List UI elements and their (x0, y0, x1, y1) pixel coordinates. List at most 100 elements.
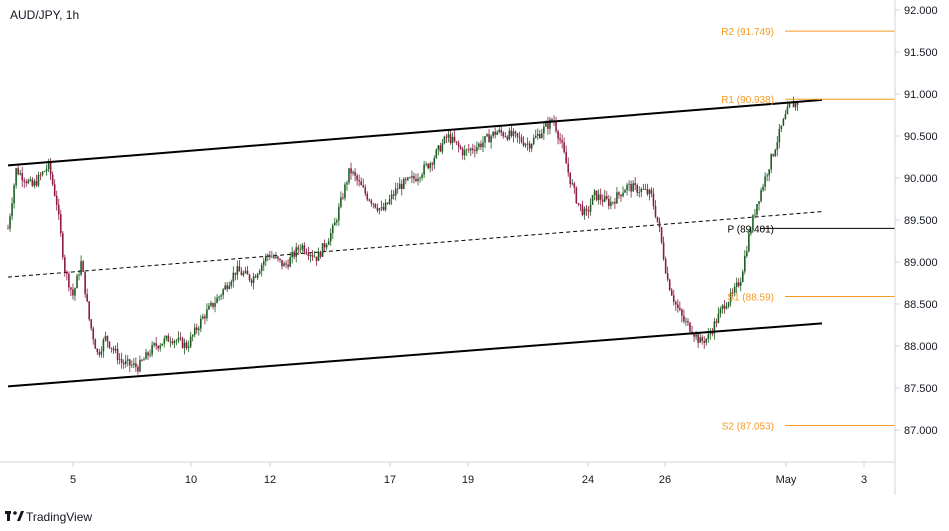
plot-area[interactable]: R2 (91.749) R1 (90.938) P (89.401) S1 (88.5… (7, 27, 895, 433)
channel-upper-line[interactable] (7, 98, 823, 167)
candle-body (628, 183, 630, 185)
candle-body (167, 335, 170, 342)
candle-body (70, 287, 72, 290)
candle-body (139, 359, 141, 372)
candle-body (776, 142, 779, 150)
y-axis[interactable]: 87.000 87.500 88.000 88.500 89.000 89.500 90.0… (895, 5, 938, 437)
x-axis[interactable]: 5 10 12 17 19 24 26 May 3 (70, 462, 867, 486)
candle-body (474, 150, 476, 152)
candle-body (78, 274, 80, 276)
candle-body (321, 243, 324, 257)
candle-body (754, 214, 756, 216)
candle-body (169, 341, 172, 343)
candle-body (616, 192, 618, 204)
candle-body (689, 322, 691, 332)
candle-body (725, 306, 728, 309)
candle-body (260, 264, 263, 272)
candle-body (472, 148, 474, 151)
candle-body (68, 273, 70, 288)
y-tick-label: 92.000 (904, 5, 938, 17)
candle-body (202, 316, 204, 319)
candle-body (486, 134, 488, 137)
candle-body (269, 254, 271, 258)
candle-body (163, 338, 166, 344)
candle-body (547, 123, 549, 129)
candle-body (752, 215, 754, 231)
candle-body (516, 133, 519, 137)
candle-body (685, 321, 687, 322)
candle-body (295, 247, 298, 257)
candle-body (31, 179, 34, 186)
candle-body (57, 204, 60, 215)
tradingview-logo[interactable]: TradingView (5, 510, 92, 524)
candle-body (210, 302, 212, 306)
tradingview-logo-text: TradingView (26, 510, 92, 524)
candle-body (608, 198, 610, 206)
candle-body (15, 168, 17, 186)
candle-body (490, 136, 492, 143)
candle-body (498, 129, 501, 133)
candle-body (652, 193, 655, 207)
candle-body (248, 274, 251, 280)
candle-body (340, 197, 342, 207)
candle-body (114, 348, 117, 351)
candle-body (293, 251, 295, 257)
candle-body (299, 249, 302, 251)
candle-body (72, 289, 74, 296)
candle-body (390, 194, 393, 200)
candle-body (543, 126, 545, 134)
candle-body (327, 241, 330, 245)
candle-body (413, 176, 415, 179)
candle-body (287, 264, 289, 267)
x-tick-label: 17 (384, 474, 396, 486)
candle-body (461, 148, 464, 156)
candle-body (583, 208, 586, 215)
candle-body (500, 129, 503, 133)
x-tick-label: 5 (70, 474, 76, 486)
candle-body (45, 169, 48, 172)
candle-body (715, 321, 718, 323)
candle-body (356, 175, 358, 181)
candle-body (447, 134, 450, 138)
candle-body (746, 251, 748, 256)
candle-body (9, 216, 11, 229)
candle-body (764, 176, 766, 187)
candle-body (102, 339, 105, 352)
candle-body (275, 256, 277, 258)
candle-body (100, 351, 103, 355)
candle-body (376, 207, 379, 211)
candle-body (624, 190, 626, 193)
candle-body (145, 352, 147, 360)
candle-body (524, 144, 527, 146)
candle-body (465, 149, 468, 151)
candle-body (329, 232, 332, 242)
candle-body (782, 119, 785, 126)
candle-body (650, 189, 653, 194)
candle-body (315, 256, 318, 261)
candle-body (13, 185, 15, 204)
channel-lower-line[interactable] (7, 322, 823, 388)
candle-body (711, 333, 714, 334)
candle-body (222, 289, 224, 296)
candle-body (597, 194, 600, 201)
candle-body (224, 285, 226, 290)
candle-body (565, 152, 567, 164)
candle-body (161, 343, 164, 346)
candle-body (467, 149, 470, 151)
candle-body (360, 181, 362, 186)
candle-body (737, 282, 740, 286)
candle-body (53, 184, 56, 196)
candle-body (394, 188, 397, 196)
candle-body (620, 194, 622, 197)
candle-body (756, 204, 758, 215)
candle-body (618, 192, 620, 195)
candle-body (380, 207, 383, 209)
candle-body (185, 342, 188, 349)
candle-body (514, 131, 517, 134)
candle-body (577, 202, 580, 204)
candle-body (518, 136, 521, 138)
channel-midline[interactable] (7, 211, 823, 278)
candle-body (396, 188, 399, 190)
candle-body (120, 359, 123, 363)
candle-body (108, 341, 111, 348)
